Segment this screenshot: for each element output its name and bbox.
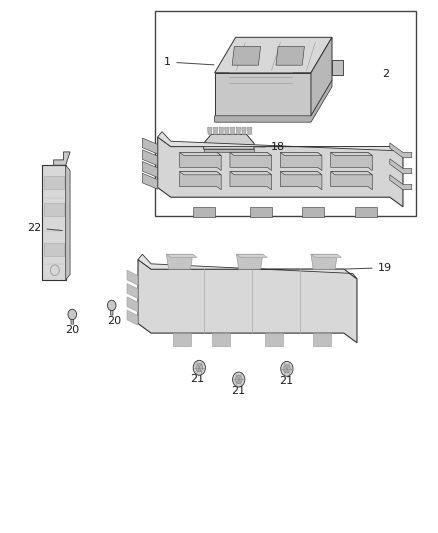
Polygon shape <box>390 175 412 190</box>
Bar <box>44 176 64 189</box>
Polygon shape <box>280 172 322 175</box>
Bar <box>44 243 64 256</box>
Polygon shape <box>53 152 70 165</box>
Text: 21: 21 <box>191 374 205 384</box>
Text: 18: 18 <box>254 142 285 152</box>
Polygon shape <box>142 150 158 166</box>
Polygon shape <box>331 152 372 156</box>
Circle shape <box>283 365 290 373</box>
Circle shape <box>68 309 77 320</box>
Polygon shape <box>142 161 158 177</box>
Polygon shape <box>127 284 138 298</box>
Polygon shape <box>158 137 403 207</box>
Polygon shape <box>142 173 158 189</box>
Polygon shape <box>204 149 254 152</box>
Polygon shape <box>230 152 272 156</box>
Text: 22: 22 <box>27 223 62 233</box>
Polygon shape <box>208 127 212 134</box>
Polygon shape <box>390 159 412 174</box>
Circle shape <box>281 361 293 376</box>
Polygon shape <box>127 297 138 312</box>
Polygon shape <box>110 305 113 315</box>
Circle shape <box>193 360 205 375</box>
Polygon shape <box>242 127 246 134</box>
Polygon shape <box>215 37 332 73</box>
Polygon shape <box>237 254 267 257</box>
Polygon shape <box>138 260 357 343</box>
Text: 19: 19 <box>344 263 392 273</box>
Polygon shape <box>230 127 235 134</box>
Polygon shape <box>250 207 272 217</box>
Text: 20: 20 <box>65 325 79 335</box>
Polygon shape <box>311 254 337 269</box>
Polygon shape <box>213 127 218 134</box>
Polygon shape <box>331 172 372 190</box>
Polygon shape <box>42 165 66 280</box>
Circle shape <box>233 372 245 387</box>
Polygon shape <box>237 254 263 269</box>
Polygon shape <box>302 207 324 217</box>
Polygon shape <box>265 333 283 346</box>
Polygon shape <box>180 172 221 175</box>
Polygon shape <box>180 152 221 156</box>
Polygon shape <box>142 138 158 154</box>
Bar <box>44 203 64 216</box>
Polygon shape <box>230 172 272 175</box>
Polygon shape <box>215 80 332 122</box>
Bar <box>155 11 416 216</box>
Polygon shape <box>158 132 403 156</box>
Polygon shape <box>230 152 272 171</box>
Polygon shape <box>215 73 311 116</box>
Text: 21: 21 <box>279 376 293 386</box>
Polygon shape <box>180 172 221 190</box>
Polygon shape <box>173 333 191 346</box>
Polygon shape <box>230 172 272 190</box>
Circle shape <box>196 364 203 372</box>
Polygon shape <box>276 46 304 65</box>
Polygon shape <box>331 172 372 175</box>
Polygon shape <box>225 127 229 134</box>
Polygon shape <box>166 254 193 269</box>
Polygon shape <box>180 152 221 171</box>
Polygon shape <box>166 254 197 257</box>
Polygon shape <box>212 333 230 346</box>
Polygon shape <box>127 310 138 325</box>
Polygon shape <box>193 207 215 217</box>
Polygon shape <box>355 207 377 217</box>
Polygon shape <box>204 134 254 149</box>
Polygon shape <box>280 152 322 156</box>
Text: 2: 2 <box>382 69 389 78</box>
Text: 1: 1 <box>164 57 214 67</box>
Polygon shape <box>311 254 342 257</box>
Circle shape <box>235 375 242 384</box>
Polygon shape <box>332 60 343 75</box>
Polygon shape <box>280 172 322 190</box>
Polygon shape <box>232 46 261 65</box>
Polygon shape <box>236 127 240 134</box>
Polygon shape <box>219 127 223 134</box>
Polygon shape <box>247 127 252 134</box>
Polygon shape <box>390 143 412 158</box>
Polygon shape <box>313 333 331 346</box>
Text: 20: 20 <box>107 316 121 326</box>
Polygon shape <box>71 314 74 324</box>
Circle shape <box>107 300 116 311</box>
Polygon shape <box>280 152 322 171</box>
Polygon shape <box>127 270 138 285</box>
Polygon shape <box>66 165 70 280</box>
Polygon shape <box>331 152 372 171</box>
Polygon shape <box>138 254 357 279</box>
Text: 21: 21 <box>231 386 245 397</box>
Polygon shape <box>311 37 332 116</box>
